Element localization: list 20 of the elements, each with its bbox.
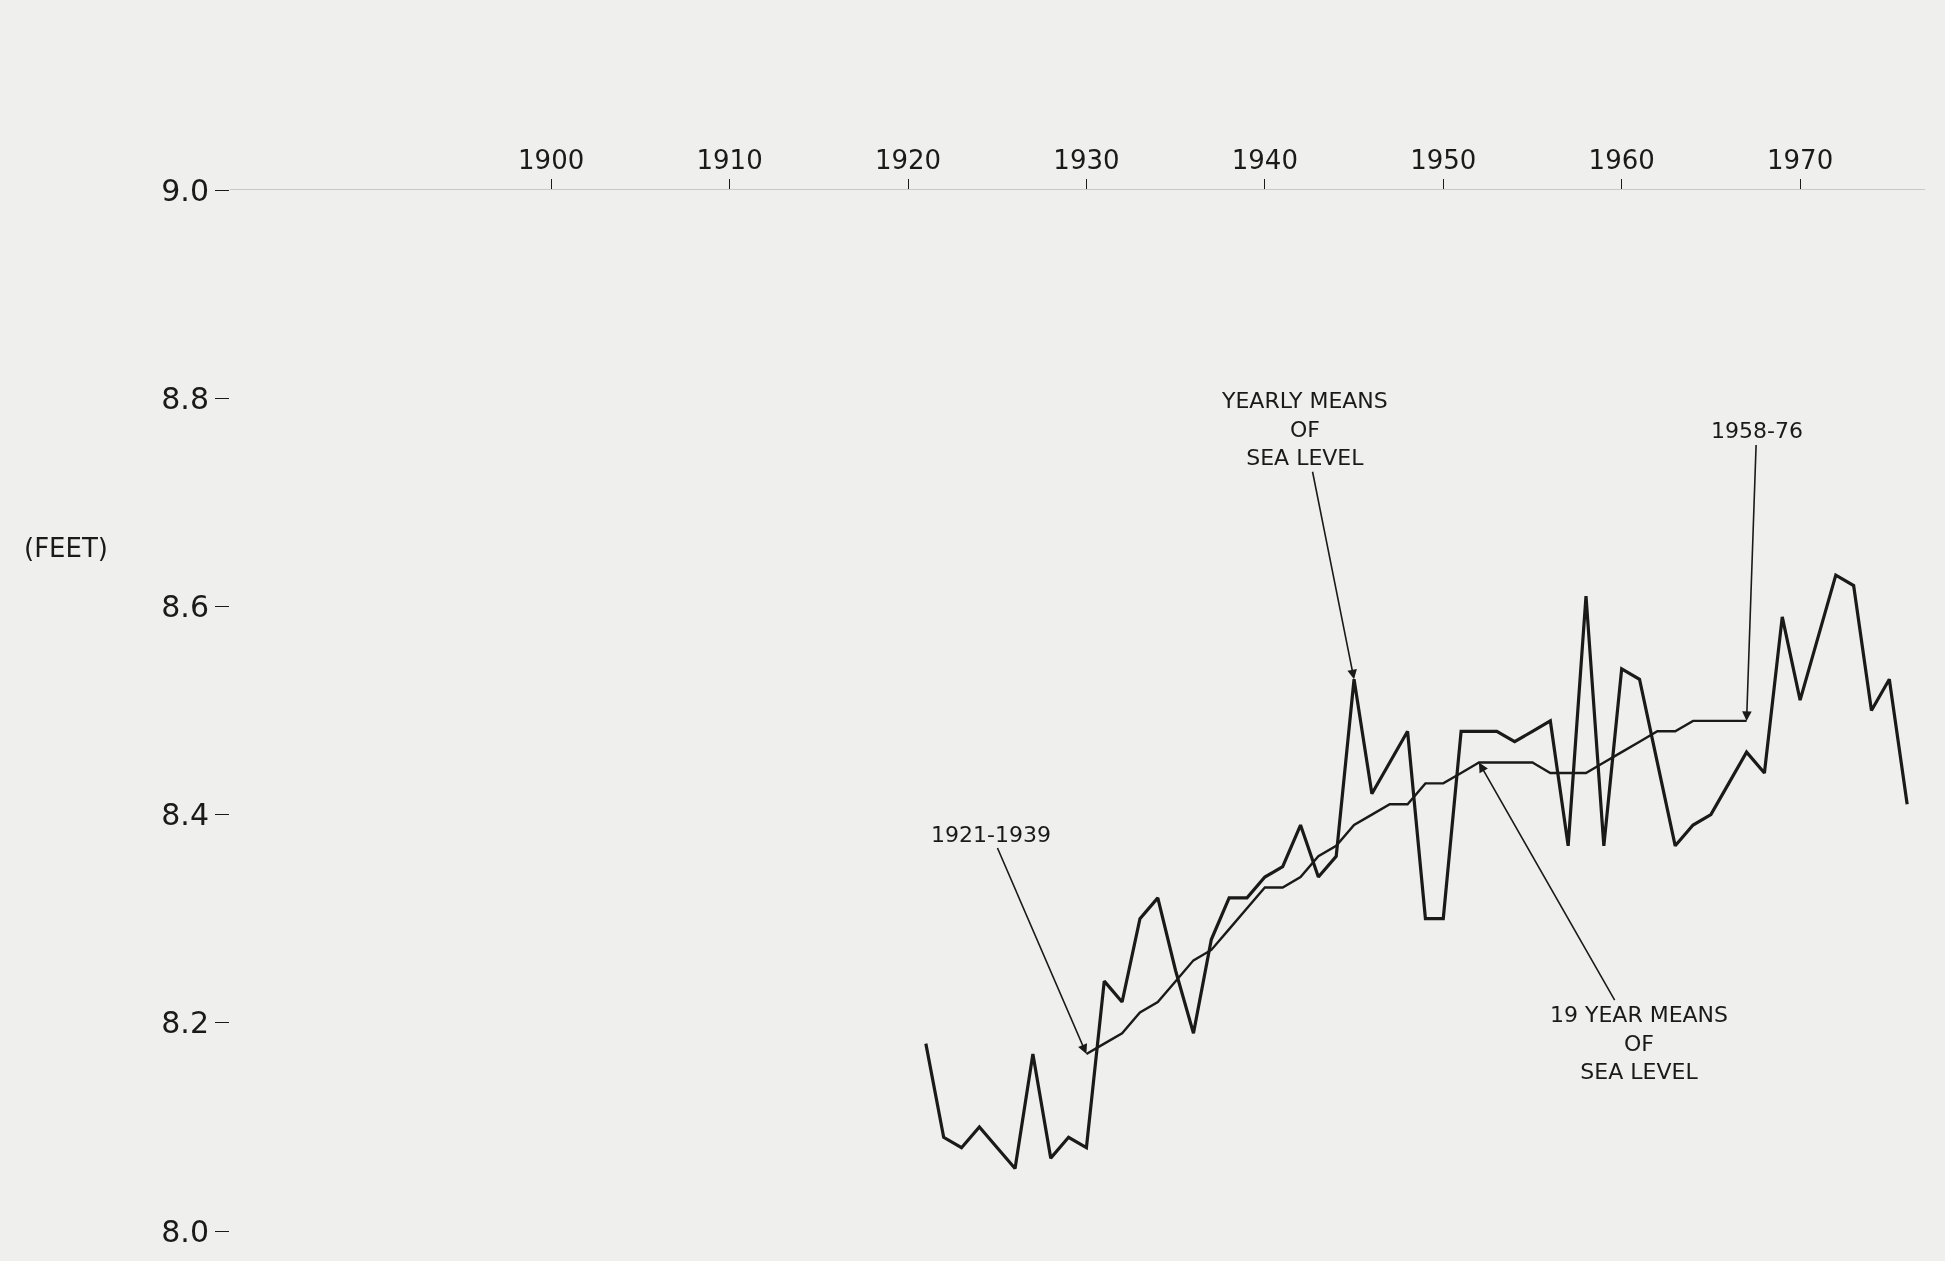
annotation: 1958-76 (1711, 418, 1803, 443)
x-tick-label: 1910 (696, 144, 763, 175)
line-series (924, 573, 1909, 1171)
y-tick-label: 8.4 (161, 797, 209, 833)
y-tick-label: 8.2 (161, 1005, 209, 1041)
x-tick-label: 1960 (1588, 144, 1655, 175)
y-axis-title: (FEET) (24, 533, 108, 563)
x-tick-label: 1920 (874, 144, 942, 175)
x-tick-label: 1950 (1410, 144, 1477, 175)
y-tick-label: 8.8 (161, 380, 209, 416)
x-tick-label: 1970 (1767, 144, 1834, 175)
annotation: YEARLY MEANS OF SEA LEVEL (1221, 388, 1388, 471)
annotation: 19 YEAR MEANS OF SEA LEVEL (1550, 1002, 1729, 1085)
y-tick-label: 8.0 (161, 1213, 209, 1249)
annotation: 1921-1939 (931, 822, 1051, 847)
x-tick-label: 1900 (518, 144, 585, 175)
y-tick-label: 8.6 (161, 588, 209, 624)
x-tick-label: 1930 (1053, 144, 1120, 175)
x-tick-label: 1940 (1231, 144, 1298, 175)
y-tick-label: 9.0 (161, 172, 209, 208)
